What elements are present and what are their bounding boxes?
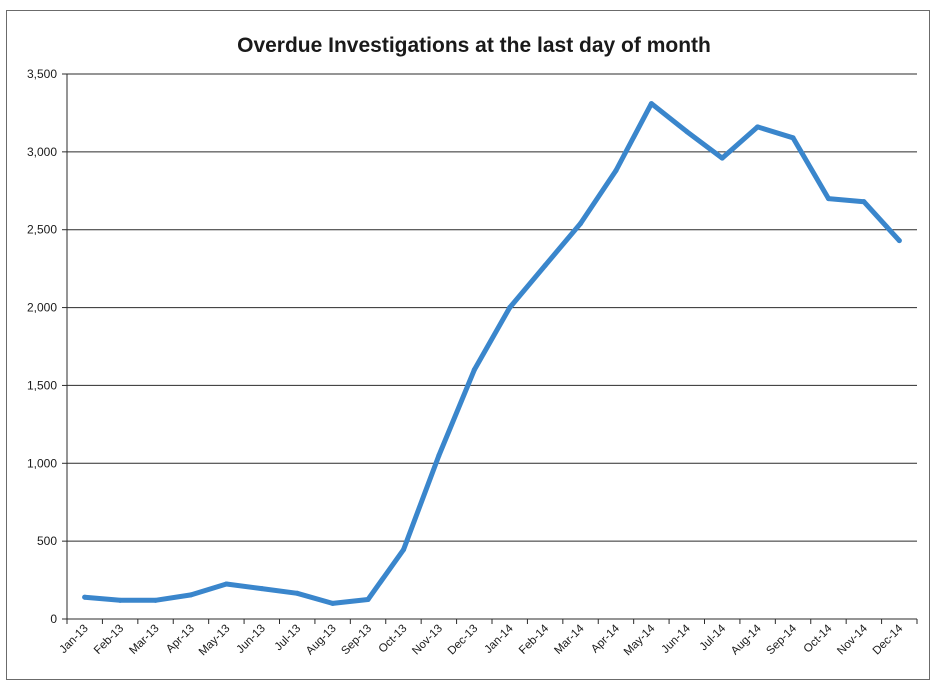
data-point (613, 168, 619, 174)
data-point (330, 600, 336, 606)
data-point (82, 594, 88, 600)
series-layer (82, 101, 902, 606)
data-point (542, 263, 548, 269)
x-tick-label: Apr-14 (589, 622, 622, 655)
data-point (648, 101, 654, 107)
x-tick-label: Jan-14 (482, 622, 516, 656)
x-tick-label: Dec-13 (446, 623, 481, 658)
data-point (153, 597, 159, 603)
x-tick-label: Jul-13 (273, 623, 304, 654)
data-point (755, 124, 761, 130)
data-point (294, 590, 300, 596)
data-point (719, 155, 725, 161)
x-tick-label: Jul-14 (698, 622, 729, 653)
data-point (825, 196, 831, 202)
x-tick-label: Feb-13 (92, 623, 126, 657)
data-point (471, 367, 477, 373)
data-point (259, 586, 265, 592)
y-tick-label: 3,000 (27, 145, 57, 159)
y-tick-label: 3,500 (27, 67, 57, 81)
x-tick-label: Feb-14 (517, 622, 552, 657)
y-tick-label: 1,500 (27, 378, 57, 392)
chart-title: Overdue Investigations at the last day o… (237, 34, 711, 57)
x-tick-label: Aug-14 (729, 622, 764, 657)
x-tick-label: Sep-14 (764, 622, 799, 657)
data-point (365, 597, 371, 603)
data-point (578, 220, 584, 226)
x-tick-label: Mar-13 (127, 623, 161, 657)
x-axis-tick-labels: Jan-13 Feb-13 Mar-13 Apr-13 May-13 Jun-13 Jul-… (57, 622, 905, 658)
x-tick-label: Mar-14 (552, 622, 587, 657)
y-tick-label: 1,000 (27, 456, 57, 470)
gridlines (67, 73, 917, 542)
x-tick-label: Nov-14 (835, 622, 870, 657)
axes (62, 73, 918, 624)
x-tick-label: Oct-13 (377, 623, 410, 656)
x-tick-label: Apr-13 (164, 623, 197, 656)
data-point (188, 592, 194, 598)
data-point (223, 581, 229, 587)
y-tick-label: 500 (37, 534, 57, 548)
data-point (117, 597, 123, 603)
series-line (82, 101, 902, 606)
data-point (861, 199, 867, 205)
x-tick-label: May-14 (622, 622, 658, 658)
x-tick-label: Nov-13 (410, 623, 445, 658)
data-point (507, 305, 513, 311)
x-tick-label: Jun-13 (235, 623, 268, 656)
data-point (790, 135, 796, 141)
x-tick-label: Oct-14 (802, 622, 835, 655)
data-point (436, 453, 442, 458)
y-axis-tick-labels: 0 500 1,000 1,500 2,000 2,500 3,000 3,500 (27, 67, 57, 626)
x-tick-label: Aug-13 (304, 623, 339, 658)
x-tick-label: Sep-13 (339, 623, 374, 658)
y-tick-label: 2,000 (27, 301, 57, 315)
x-tick-label: Jan-13 (57, 623, 90, 656)
data-point (896, 238, 902, 244)
x-tick-label: Jun-14 (660, 622, 694, 656)
x-tick-label: Dec-14 (871, 622, 906, 657)
data-point (684, 129, 690, 135)
chart-frame (6, 10, 930, 680)
data-point (400, 547, 406, 553)
y-tick-label: 0 (50, 612, 57, 626)
y-tick-label: 2,500 (27, 223, 57, 237)
x-tick-label: May-13 (197, 623, 233, 659)
